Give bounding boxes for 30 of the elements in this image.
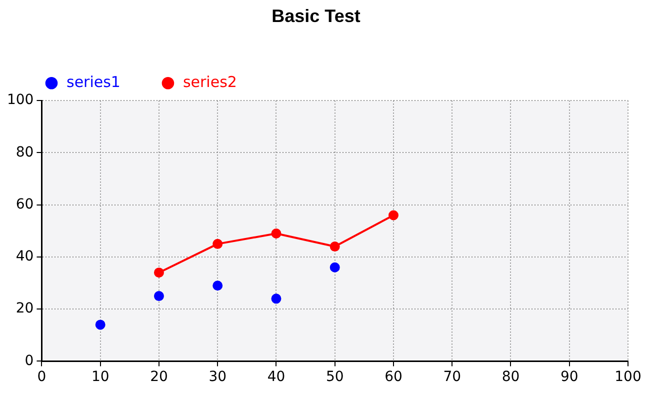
point xyxy=(95,320,106,330)
x-tick-label: 0 xyxy=(37,369,46,386)
y-tick-label: 60 xyxy=(16,196,34,212)
x-tick-label: 10 xyxy=(91,369,110,386)
point xyxy=(212,280,223,291)
x-tick-label: 50 xyxy=(326,369,344,386)
point xyxy=(388,210,398,220)
x-tick-label: 80 xyxy=(502,369,520,386)
y-tick-label: 20 xyxy=(16,300,34,317)
point xyxy=(212,238,223,249)
point xyxy=(330,262,340,272)
y-tick-label: 100 xyxy=(6,92,34,108)
x-tick-label: 60 xyxy=(384,369,402,386)
point xyxy=(154,291,164,302)
chart-title: Basic Test xyxy=(272,6,360,26)
x-tick-label: 30 xyxy=(208,369,227,386)
legend-label: series2 xyxy=(182,72,237,91)
y-tick-label: 40 xyxy=(16,248,34,265)
x-tick-label: 20 xyxy=(150,369,168,386)
x-tick-label: 40 xyxy=(267,369,286,386)
x-tick-label: 70 xyxy=(443,369,462,386)
x-tick-label: 100 xyxy=(614,369,642,386)
point xyxy=(154,268,164,278)
y-tick-label: 0 xyxy=(24,352,34,369)
point xyxy=(271,228,282,239)
point xyxy=(330,242,340,252)
legend-label: series1 xyxy=(66,72,120,91)
point xyxy=(271,294,282,304)
y-tick-label: 80 xyxy=(16,144,34,160)
x-tick-label: 90 xyxy=(560,369,578,386)
